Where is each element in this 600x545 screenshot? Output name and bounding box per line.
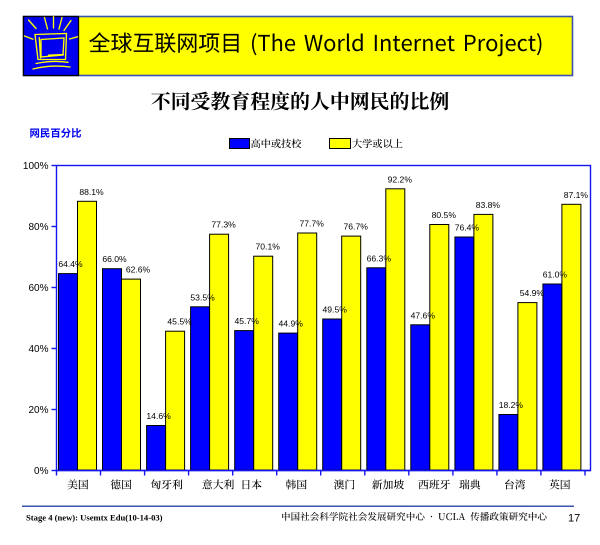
svg-text:40%: 40% — [28, 344, 48, 355]
svg-text:47.6%: 47.6% — [411, 310, 436, 320]
svg-text:54.9%: 54.9% — [520, 288, 545, 298]
svg-text:100%: 100% — [23, 161, 49, 172]
svg-text:45.5%: 45.5% — [167, 317, 192, 327]
svg-text:77.7%: 77.7% — [300, 219, 325, 229]
svg-text:49.5%: 49.5% — [323, 305, 348, 315]
svg-text:62.6%: 62.6% — [126, 265, 151, 275]
svg-text:88.1%: 88.1% — [79, 187, 104, 197]
svg-text:92.2%: 92.2% — [388, 174, 413, 184]
svg-text:70.1%: 70.1% — [256, 242, 281, 252]
svg-text:20%: 20% — [28, 405, 48, 416]
svg-text:14.6%: 14.6% — [146, 411, 171, 421]
svg-text:18.2%: 18.2% — [499, 400, 524, 410]
svg-text:83.8%: 83.8% — [476, 200, 501, 210]
svg-text:61.0%: 61.0% — [543, 270, 568, 280]
svg-text:60%: 60% — [28, 283, 48, 294]
svg-text:76.4%: 76.4% — [455, 223, 480, 233]
svg-text:Stage 4 (new): Usemtx Edu(10-1: Stage 4 (new): Usemtx Edu(10-14-03) — [26, 513, 163, 523]
svg-text:64.4%: 64.4% — [58, 259, 83, 269]
svg-text:44.9%: 44.9% — [279, 319, 304, 329]
svg-text:45.7%: 45.7% — [235, 316, 260, 326]
svg-text:80.5%: 80.5% — [432, 210, 457, 220]
svg-text:53.5%: 53.5% — [190, 292, 215, 302]
svg-text:77.3%: 77.3% — [211, 220, 236, 230]
svg-text:66.3%: 66.3% — [367, 253, 392, 263]
svg-text:87.1%: 87.1% — [564, 190, 589, 200]
svg-text:66.0%: 66.0% — [102, 254, 127, 264]
svg-text:0%: 0% — [34, 466, 49, 477]
svg-text:17: 17 — [568, 513, 580, 525]
svg-text:80%: 80% — [28, 222, 48, 233]
svg-text:76.7%: 76.7% — [344, 222, 369, 232]
